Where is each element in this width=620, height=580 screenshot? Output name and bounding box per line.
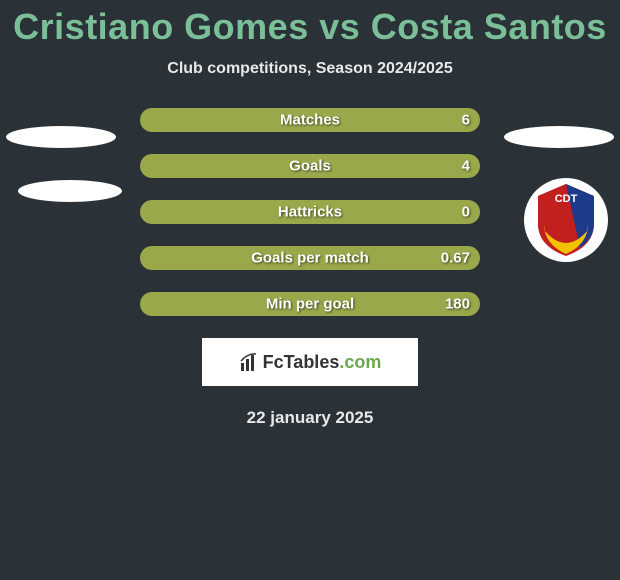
stats-area: Matches 6 Goals 4 Hattricks 0 Goals per match 0… bbox=[0, 108, 620, 316]
stat-value-right: 6 bbox=[462, 112, 470, 129]
stat-label: Hattricks bbox=[278, 204, 342, 221]
stat-row: Hattricks 0 bbox=[0, 200, 620, 224]
stat-label: Goals per match bbox=[251, 250, 369, 267]
stat-row: Goals per match 0.67 bbox=[0, 246, 620, 270]
stat-value-right: 0.67 bbox=[441, 250, 470, 267]
logo-text: FcTables.com bbox=[263, 352, 382, 373]
stat-value-right: 4 bbox=[462, 158, 470, 175]
stat-bar: Goals 4 bbox=[140, 154, 480, 178]
page-subtitle: Club competitions, Season 2024/2025 bbox=[0, 60, 620, 78]
stat-bar: Goals per match 0.67 bbox=[140, 246, 480, 270]
logo-domain: .com bbox=[339, 352, 381, 372]
stat-label: Matches bbox=[280, 112, 340, 129]
generated-date: 22 january 2025 bbox=[0, 408, 620, 428]
page-title: Cristiano Gomes vs Costa Santos bbox=[0, 0, 620, 48]
stat-row: Goals 4 bbox=[0, 154, 620, 178]
stat-bar: Hattricks 0 bbox=[140, 200, 480, 224]
stat-value-right: 0 bbox=[462, 204, 470, 221]
logo-brand: FcTables bbox=[263, 352, 340, 372]
stat-label: Min per goal bbox=[266, 296, 354, 313]
stat-bar: Matches 6 bbox=[140, 108, 480, 132]
stat-row: Matches 6 bbox=[0, 108, 620, 132]
stat-value-right: 180 bbox=[445, 296, 470, 313]
stat-row: Min per goal 180 bbox=[0, 292, 620, 316]
stat-bar: Min per goal 180 bbox=[140, 292, 480, 316]
fctables-logo-card: FcTables.com bbox=[202, 338, 418, 386]
bars-icon bbox=[239, 351, 261, 373]
stat-label: Goals bbox=[289, 158, 331, 175]
